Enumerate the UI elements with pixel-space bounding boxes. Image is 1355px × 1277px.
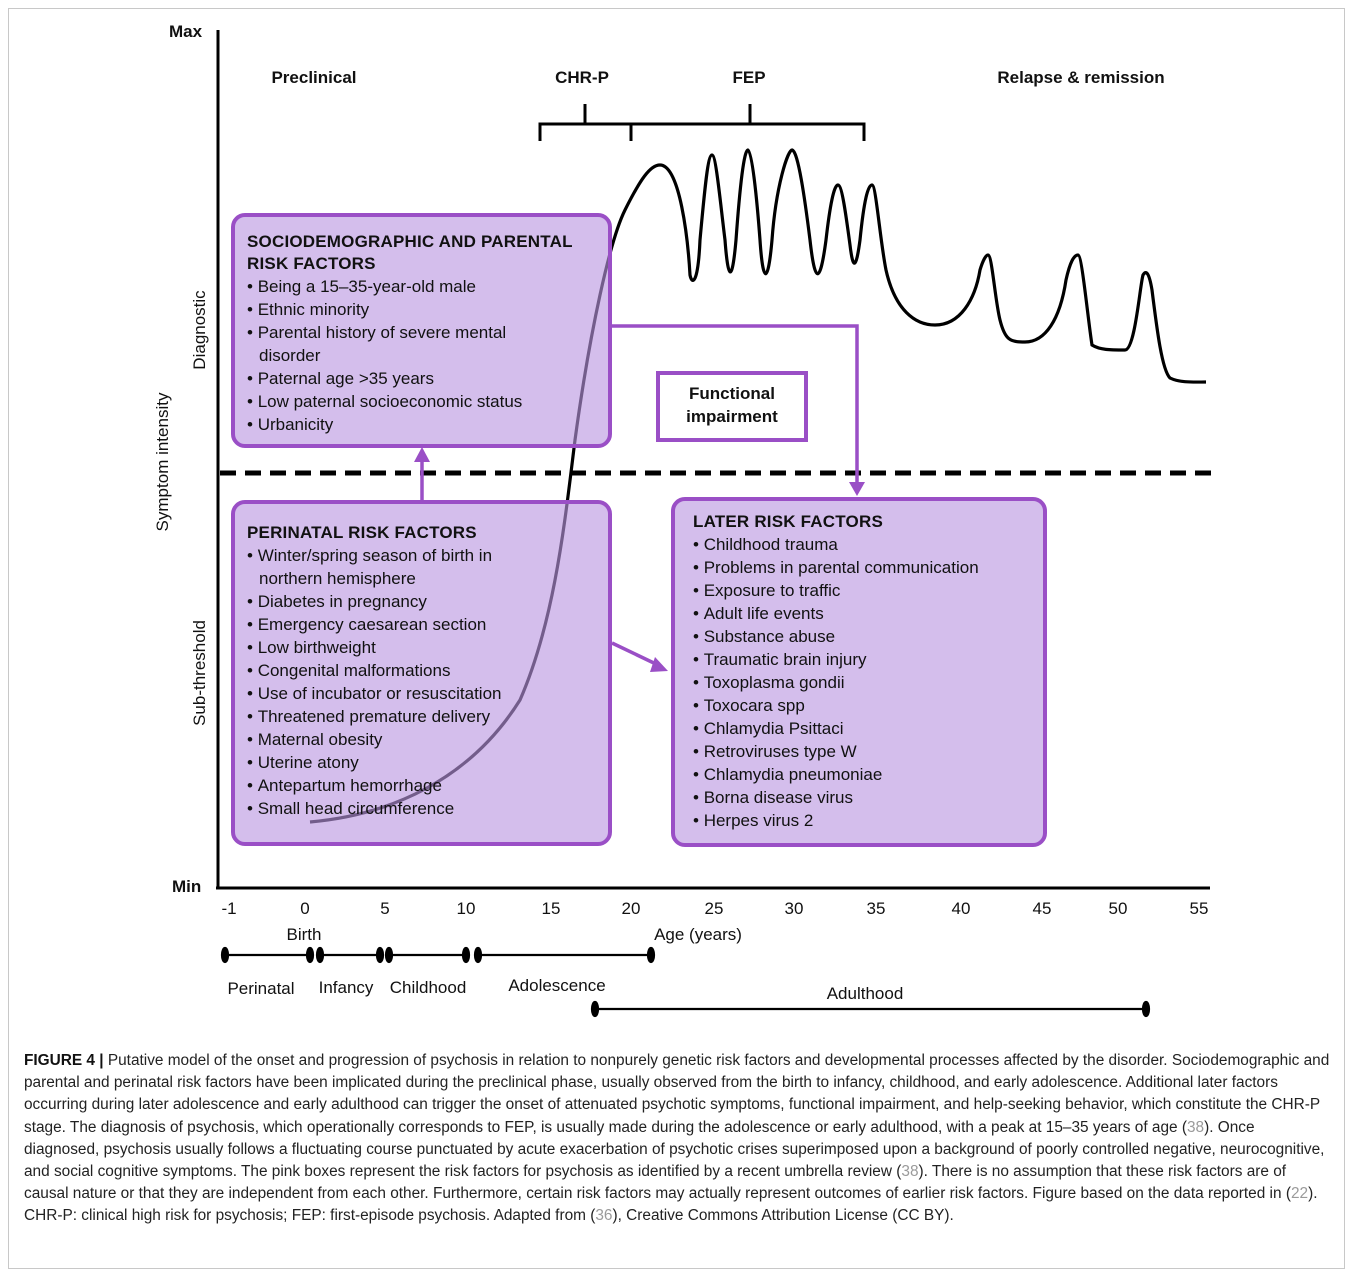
x-tick: 55 bbox=[1190, 899, 1209, 918]
x-tick: 25 bbox=[705, 899, 724, 918]
list-item: Winter/spring season of birth in norther… bbox=[247, 544, 529, 590]
zone-diagnostic: Diagnostic bbox=[190, 290, 209, 370]
list-item: Chlamydia Psittaci bbox=[693, 717, 1033, 740]
list-item: Traumatic brain injury bbox=[693, 648, 1033, 671]
x-tick: 45 bbox=[1033, 899, 1052, 918]
y-min-label: Min bbox=[172, 877, 201, 896]
period-adulthood: Adulthood bbox=[827, 984, 904, 1003]
x-tick: 0 bbox=[300, 899, 309, 918]
y-axis-title: Symptom intensity bbox=[153, 392, 172, 531]
period-childhood: Childhood bbox=[390, 978, 467, 997]
stage-chrp: CHR-P bbox=[555, 68, 609, 87]
list-item: Small head circumference bbox=[247, 797, 598, 820]
list-item: Substance abuse bbox=[693, 625, 1033, 648]
caption-text: ). There is no assumption that these ris… bbox=[24, 1163, 1291, 1203]
citation-link[interactable]: 38 bbox=[1186, 1118, 1205, 1136]
list-item: Parental history of severe mental disord… bbox=[247, 321, 509, 367]
list-item: Exposure to traffic bbox=[693, 579, 1033, 602]
list-item: Low birthweight bbox=[247, 636, 598, 659]
arrow-socio-to-later-head bbox=[849, 482, 865, 496]
x-tick: 30 bbox=[785, 899, 804, 918]
list-item: Maternal obesity bbox=[247, 728, 598, 751]
list-item: Ethnic minority bbox=[247, 298, 598, 321]
period-infancy: Infancy bbox=[319, 978, 374, 997]
socio-risk-list: Being a 15–35-year-old male Ethnic minor… bbox=[247, 275, 598, 436]
psychosis-model-diagram: Max Min Symptom intensity Diagnostic Sub… bbox=[153, 22, 1212, 1018]
list-item: Toxoplasma gondii bbox=[693, 671, 1033, 694]
figure-caption: FIGURE 4 | Putative model of the onset a… bbox=[24, 1050, 1334, 1228]
list-item: Toxocara spp bbox=[693, 694, 1033, 717]
list-item: Emergency caesarean section bbox=[247, 613, 598, 636]
citation-link[interactable]: 22 bbox=[1290, 1185, 1309, 1203]
period-adolescence: Adolescence bbox=[508, 976, 605, 995]
x-tick: 15 bbox=[542, 899, 561, 918]
list-item: Diabetes in pregnancy bbox=[247, 590, 598, 613]
stage-relapse: Relapse & remission bbox=[997, 68, 1164, 87]
list-item: Chlamydia pneumoniae bbox=[693, 763, 1033, 786]
x-tick: 40 bbox=[952, 899, 971, 918]
list-item: Antepartum hemorrhage bbox=[247, 774, 598, 797]
period-perinatal: Perinatal bbox=[227, 979, 294, 998]
list-item: Low paternal socioeconomic status bbox=[247, 390, 598, 413]
period-timeline bbox=[220, 946, 1151, 1018]
list-item: Paternal age >35 years bbox=[247, 367, 598, 390]
x-axis-title: Age (years) bbox=[654, 925, 742, 944]
perinatal-risk-box: PERINATAL RISK FACTORS Winter/spring sea… bbox=[231, 500, 612, 846]
caption-text: ). Once diagnosed, psychosis usually fol… bbox=[24, 1118, 1325, 1181]
citation-link[interactable]: 36 bbox=[595, 1207, 613, 1225]
y-max-label: Max bbox=[169, 22, 203, 41]
list-item: Threatened premature delivery bbox=[247, 705, 598, 728]
list-item: Retroviruses type W bbox=[693, 740, 1033, 763]
arrow-peri-to-later bbox=[611, 641, 659, 667]
caption-text: ), Creative Commons Attribution License … bbox=[612, 1207, 954, 1225]
stage-fep: FEP bbox=[732, 68, 765, 87]
figure-frame bbox=[8, 8, 1345, 1269]
x-tick: 10 bbox=[457, 899, 476, 918]
later-box-title: LATER RISK FACTORS bbox=[693, 512, 883, 531]
x-tick: 20 bbox=[622, 899, 641, 918]
arrow-peri-to-socio-head bbox=[414, 447, 430, 462]
list-item: Uterine atony bbox=[247, 751, 598, 774]
x-tick: 35 bbox=[867, 899, 886, 918]
list-item: Use of incubator or resuscitation bbox=[247, 682, 598, 705]
figure-label: FIGURE 4 | bbox=[24, 1052, 104, 1069]
arrow-peri-to-later-head bbox=[650, 657, 668, 672]
zone-subthreshold: Sub-threshold bbox=[190, 620, 209, 726]
list-item: Herpes virus 2 bbox=[693, 809, 1033, 832]
later-risk-box: LATER RISK FACTORS Childhood trauma Prob… bbox=[671, 497, 1047, 847]
peri-risk-list: Winter/spring season of birth in norther… bbox=[247, 544, 598, 820]
chrp-brace bbox=[538, 104, 633, 141]
list-item: Borna disease virus bbox=[693, 786, 1033, 809]
fep-brace bbox=[631, 104, 866, 141]
citation-link[interactable]: 38 bbox=[901, 1163, 919, 1181]
birth-label: Birth bbox=[287, 925, 322, 944]
sociodemographic-risk-box: SOCIODEMOGRAPHIC AND PARENTAL RISK FACTO… bbox=[231, 213, 612, 448]
list-item: Being a 15–35-year-old male bbox=[247, 275, 598, 298]
list-item: Adult life events bbox=[693, 602, 1033, 625]
caption-text: Putative model of the onset and progress… bbox=[24, 1052, 1330, 1136]
x-tick: 50 bbox=[1109, 899, 1128, 918]
x-tick: -1 bbox=[221, 899, 236, 918]
peri-box-title: PERINATAL RISK FACTORS bbox=[247, 523, 477, 542]
caption-text: ). CHR-P: clinical high risk for psychos… bbox=[24, 1185, 1318, 1225]
list-item: Urbanicity bbox=[247, 413, 598, 436]
list-item: Childhood trauma bbox=[693, 533, 1033, 556]
later-risk-list: Childhood trauma Problems in parental co… bbox=[693, 533, 1033, 832]
x-tick-labels: -1 0 5 10 15 20 25 30 35 40 45 50 55 bbox=[221, 899, 1208, 918]
functional-impairment-box: Functional impairment bbox=[656, 371, 808, 442]
list-item: Congenital malformations bbox=[247, 659, 598, 682]
list-item: Problems in parental communication bbox=[693, 556, 1033, 579]
symptom-curve bbox=[309, 148, 1207, 824]
stage-preclinical: Preclinical bbox=[271, 68, 356, 87]
socio-box-title: SOCIODEMOGRAPHIC AND PARENTAL RISK FACTO… bbox=[247, 232, 573, 273]
arrow-socio-to-later bbox=[612, 324, 859, 485]
x-tick: 5 bbox=[380, 899, 389, 918]
